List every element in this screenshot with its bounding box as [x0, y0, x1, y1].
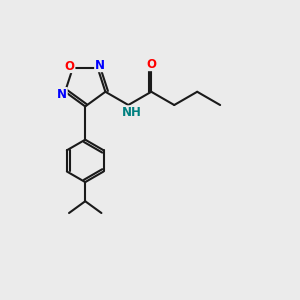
- Text: O: O: [65, 59, 75, 73]
- Text: O: O: [146, 58, 156, 70]
- Text: N: N: [95, 58, 105, 72]
- Text: NH: NH: [122, 106, 142, 119]
- Text: N: N: [57, 88, 67, 100]
